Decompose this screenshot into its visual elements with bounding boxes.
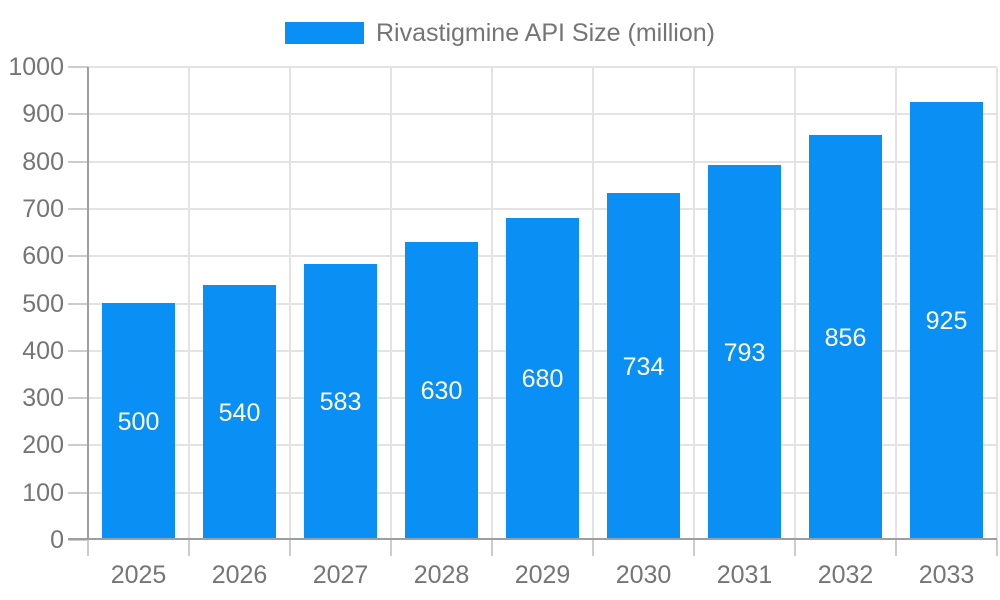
x-axis-tick bbox=[188, 540, 190, 556]
y-tick-label: 100 bbox=[22, 478, 64, 507]
y-axis-tick bbox=[68, 302, 88, 305]
h-gridline bbox=[88, 160, 997, 163]
v-gridline bbox=[794, 67, 796, 540]
x-tick-label: 2031 bbox=[716, 561, 773, 589]
v-gridline bbox=[491, 67, 493, 540]
y-tick-label: 700 bbox=[22, 194, 64, 223]
bar-value-label: 630 bbox=[420, 377, 463, 405]
x-axis-tick bbox=[693, 540, 695, 556]
y-tick-label: 300 bbox=[22, 384, 64, 413]
bar-value-label: 583 bbox=[319, 388, 362, 416]
y-axis-tick bbox=[68, 539, 88, 541]
x-tick-label: 2027 bbox=[312, 561, 369, 589]
x-tick-label: 2026 bbox=[211, 561, 268, 589]
x-axis-tick bbox=[87, 540, 89, 556]
y-axis-tick bbox=[68, 255, 88, 258]
bar-2028 bbox=[405, 242, 478, 540]
bar-value-label: 793 bbox=[723, 338, 766, 367]
bar-2033 bbox=[910, 102, 983, 540]
bar-value-label: 680 bbox=[521, 365, 564, 393]
y-tick-label: 200 bbox=[22, 431, 64, 460]
y-axis-tick bbox=[68, 207, 88, 210]
y-axis-line bbox=[87, 67, 89, 540]
y-axis-tick bbox=[68, 66, 88, 68]
y-axis-tick bbox=[68, 444, 88, 447]
x-axis-tick bbox=[390, 540, 392, 556]
v-gridline bbox=[895, 67, 897, 540]
x-tick-label: 2029 bbox=[514, 561, 571, 589]
y-axis-tick bbox=[68, 349, 88, 352]
plot-area: 500 540 583 630 680 734 793 856 925 bbox=[68, 66, 998, 556]
y-tick-label: 600 bbox=[22, 242, 64, 271]
bar-2030 bbox=[607, 193, 680, 540]
y-axis-tick bbox=[68, 491, 88, 494]
x-tick-label: 2032 bbox=[817, 561, 874, 589]
x-axis-tick bbox=[794, 540, 796, 556]
bar-2029 bbox=[506, 218, 579, 540]
bar-2025 bbox=[102, 303, 175, 540]
legend: Rivastigmine API Size (million) bbox=[0, 18, 1000, 48]
bar-value-label: 925 bbox=[925, 307, 968, 335]
bar-value-label: 500 bbox=[117, 407, 160, 436]
bar-2032 bbox=[809, 135, 882, 540]
bar-value-label: 856 bbox=[824, 323, 867, 352]
y-tick-label: 500 bbox=[22, 289, 64, 318]
v-gridline bbox=[996, 67, 998, 540]
x-tick-label: 2033 bbox=[918, 561, 975, 589]
y-tick-label: 800 bbox=[22, 147, 64, 176]
x-axis-tick bbox=[996, 540, 998, 556]
bar-value-label: 540 bbox=[218, 398, 261, 427]
y-axis-tick bbox=[68, 397, 88, 400]
bar-2027 bbox=[304, 264, 377, 540]
x-axis-tick bbox=[289, 540, 291, 556]
x-axis-tick bbox=[491, 540, 493, 556]
v-gridline bbox=[188, 67, 190, 540]
y-tick-label: 1000 bbox=[8, 53, 64, 81]
legend-label: Rivastigmine API Size (million) bbox=[376, 19, 715, 47]
legend-swatch bbox=[285, 22, 364, 44]
v-gridline bbox=[289, 67, 291, 540]
y-tick-label: 900 bbox=[22, 100, 64, 129]
h-gridline bbox=[88, 113, 997, 116]
x-axis-tick bbox=[592, 540, 594, 556]
bar-2026 bbox=[203, 285, 276, 540]
x-tick-label: 2025 bbox=[110, 561, 167, 589]
v-gridline bbox=[592, 67, 594, 540]
x-tick-label: 2028 bbox=[413, 561, 470, 589]
x-tick-label: 2030 bbox=[615, 561, 672, 589]
bar-2031 bbox=[708, 165, 781, 540]
y-tick-label: 400 bbox=[22, 336, 64, 365]
v-gridline bbox=[390, 67, 392, 540]
h-gridline bbox=[88, 207, 997, 210]
x-axis-tick bbox=[895, 540, 897, 556]
y-axis-tick bbox=[68, 113, 88, 116]
bar-value-label: 734 bbox=[622, 352, 665, 381]
y-tick-label: 0 bbox=[50, 526, 64, 554]
x-axis-line bbox=[68, 538, 997, 540]
v-gridline bbox=[693, 67, 695, 540]
y-axis-tick bbox=[68, 160, 88, 163]
h-gridline bbox=[88, 66, 997, 68]
